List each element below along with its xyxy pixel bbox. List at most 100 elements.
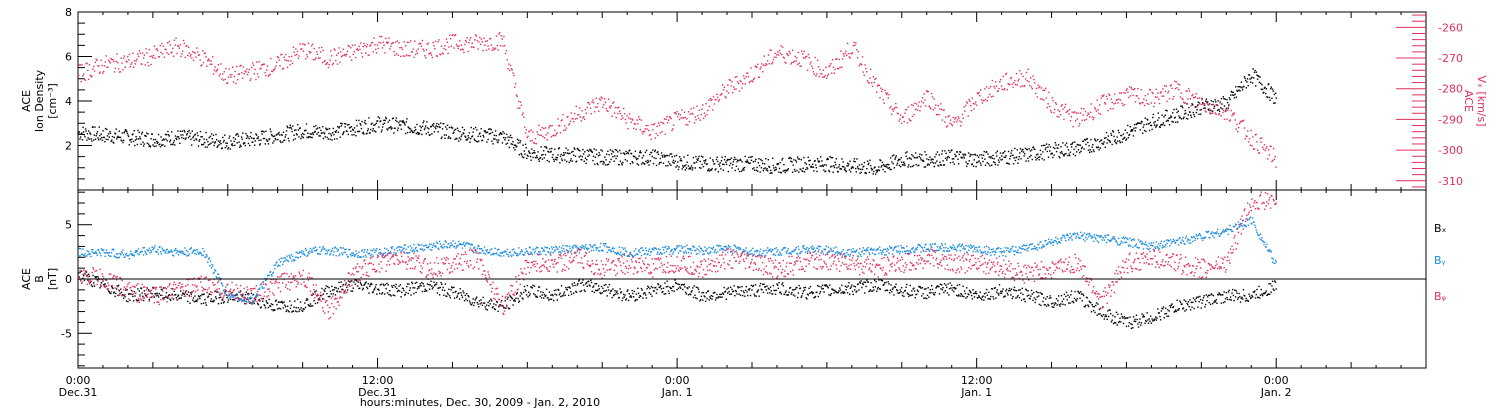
data-point [1245,135,1247,137]
data-point [285,134,287,136]
data-point [798,284,800,287]
data-point [315,124,317,127]
data-point [826,77,828,79]
data-point [213,69,216,71]
data-point [950,287,952,289]
data-point [207,140,209,143]
data-point [1008,287,1011,290]
data-point [622,297,624,299]
data-point [104,127,107,130]
data-point [215,138,218,141]
data-point [1080,107,1083,110]
data-point [682,288,684,291]
data-point [630,296,633,298]
data-point [849,171,852,173]
data-point [100,59,102,61]
data-point [973,292,975,295]
x-tick-label-time: 0:00 [66,374,91,387]
data-point [785,62,787,64]
data-point [948,287,951,290]
data-point [566,289,568,291]
data-point [580,120,582,122]
data-point [260,130,263,133]
data-point [629,296,631,298]
data-point [767,287,770,290]
data-point [795,159,797,162]
data-point [159,145,162,148]
data-point [866,168,868,170]
data-point [687,124,689,126]
data-point [567,115,569,118]
data-point [1240,86,1242,88]
data-point [88,64,91,66]
data-point [167,297,169,300]
data-point [298,310,300,313]
data-point [801,295,803,297]
data-point [1213,105,1216,108]
data-point [514,300,516,302]
data-point [359,48,361,51]
data-point [659,161,661,164]
data-point [315,128,318,130]
data-point [369,283,372,286]
data-point [729,293,731,295]
data-point [498,305,500,308]
data-point [255,133,257,135]
data-point [494,130,497,132]
data-point [607,110,609,113]
data-point [804,289,806,291]
data-point [530,159,532,161]
data-point [129,299,131,302]
data-point [502,136,505,139]
data-point [668,154,670,157]
data-point [637,157,639,160]
data-point [578,156,580,158]
data-point [882,168,884,171]
data-point [340,281,342,283]
data-point [737,159,739,161]
data-point [96,131,99,133]
data-point [1183,113,1186,115]
data-point [320,294,322,297]
data-point [878,84,880,87]
data-point [247,293,249,295]
data-point [962,285,964,288]
data-point [1119,99,1122,101]
data-point [366,286,368,288]
data-point [814,159,816,162]
data-point [346,124,349,126]
data-point [1066,110,1068,113]
data-point [1269,145,1271,148]
data-point [815,75,817,77]
data-point [1236,90,1239,92]
data-point [142,295,144,298]
data-point [1264,149,1266,152]
data-point [687,154,689,157]
data-point [723,286,725,289]
data-point [123,294,126,296]
data-point [1120,92,1123,94]
data-point [257,303,260,306]
data-point [680,158,682,160]
data-point [325,285,327,287]
data-point [988,291,990,293]
data-point [1250,77,1253,79]
data-point [383,293,386,295]
data-point [543,127,545,130]
data-point [933,98,935,100]
data-point [312,133,315,136]
data-point [243,73,245,75]
data-point [1170,115,1172,117]
data-point [593,101,595,104]
data-point [738,159,740,162]
data-point [841,66,843,68]
data-point [422,48,424,50]
data-point [999,157,1001,159]
data-point [1077,149,1080,151]
data-point [222,141,225,143]
data-point [831,165,833,167]
data-point [1077,112,1079,114]
data-point [568,161,570,164]
data-point [104,283,106,285]
data-point [889,157,892,159]
